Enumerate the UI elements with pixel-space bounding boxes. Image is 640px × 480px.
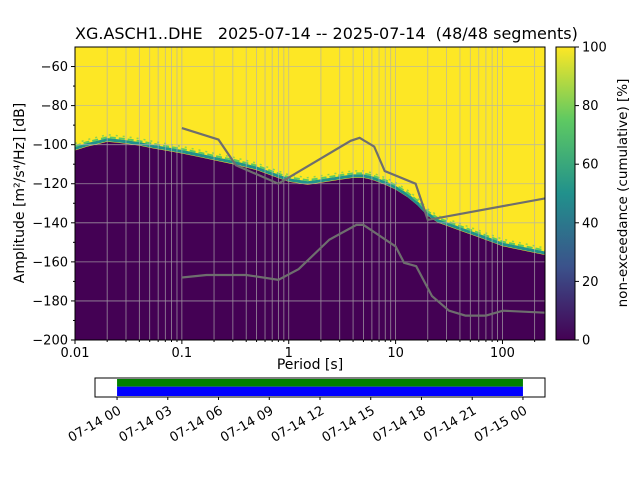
y-tick-label: −120 <box>32 177 68 192</box>
psd-coverage-bar <box>117 379 523 387</box>
colorbar-label: non-exceedance (cumulative) [%] <box>615 78 631 308</box>
time-tick-label: 07-14 18 <box>370 403 428 445</box>
y-tick-label: −100 <box>32 138 68 153</box>
y-axis-label: Amplitude [m²/s⁴/Hz] [dB] <box>12 102 28 284</box>
x-tick-label: 0.1 <box>172 346 193 361</box>
data-coverage-bar <box>117 386 523 396</box>
y-tick-label: −80 <box>41 99 68 114</box>
chart-title: XG.ASCH1..DHE 2025-07-14 -- 2025-07-14 (… <box>75 24 578 43</box>
colorbar-tick-label: 60 <box>582 158 599 173</box>
time-tick-label: 07-15 00 <box>472 403 530 445</box>
time-tick-label: 07-14 21 <box>421 403 479 445</box>
y-tick-label: −180 <box>32 294 68 309</box>
x-tick-label: 100 <box>490 346 515 361</box>
psd-area <box>75 47 545 340</box>
colorbar-tick-label: 80 <box>582 99 599 114</box>
x-axis-label: Period [s] <box>276 357 344 373</box>
time-tick-label: 07-14 03 <box>117 403 175 445</box>
time-tick-label: 07-14 06 <box>167 403 225 445</box>
colorbar <box>556 47 575 340</box>
x-tick-label: 10 <box>387 346 404 361</box>
time-tick-label: 07-14 12 <box>269 403 327 445</box>
y-tick-label: −60 <box>41 60 68 75</box>
colorbar-frame <box>555 46 576 341</box>
colorbar-tick-label: 0 <box>582 334 590 349</box>
nhnm-curve <box>181 127 545 222</box>
nlnm-curve <box>181 223 545 317</box>
colorbar-tick-label: 20 <box>582 275 599 290</box>
time-tick-label: 07-14 00 <box>66 403 124 445</box>
colorbar-tick-label: 100 <box>582 41 607 56</box>
colorbar-tick-label: 40 <box>582 216 599 231</box>
y-tick-label: −160 <box>32 255 68 270</box>
grid <box>74 47 545 341</box>
time-tick-label: 07-14 09 <box>218 403 276 445</box>
x-tick-label: 0.01 <box>61 346 90 361</box>
ticks <box>71 46 579 400</box>
x-tick-label: 1 <box>285 346 293 361</box>
noise-models <box>181 127 545 317</box>
y-tick-label: −140 <box>32 216 68 231</box>
y-tick-label: −200 <box>32 334 68 349</box>
time-tick-label: 07-14 15 <box>320 403 378 445</box>
axes-frame <box>74 46 546 341</box>
